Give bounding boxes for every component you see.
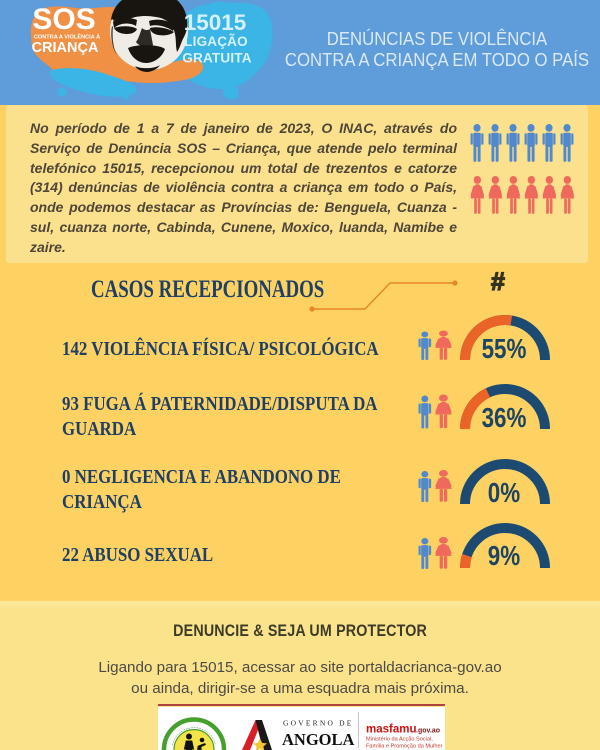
- svg-text:CONTRA A VIOLÊNCIA À: CONTRA A VIOLÊNCIA À: [34, 33, 100, 41]
- svg-text:LIGAÇÃO: LIGAÇÃO: [184, 34, 248, 49]
- svg-text:.gov.ao: .gov.ao: [416, 728, 440, 735]
- svg-text:Ministério da Acção Social,: Ministério da Acção Social,: [366, 737, 433, 743]
- svg-text:GOVERNO DE: GOVERNO DE: [283, 719, 354, 728]
- svg-text:SOS: SOS: [32, 3, 95, 36]
- svg-text:36%: 36%: [482, 403, 527, 434]
- svg-text:Família e Promoção da Mulher: Família e Promoção da Mulher: [366, 744, 443, 750]
- svg-text:55%: 55%: [482, 334, 527, 365]
- svg-text:9%: 9%: [488, 541, 520, 572]
- svg-text:15015: 15015: [184, 10, 247, 35]
- svg-text:ANGOLA: ANGOLA: [282, 730, 355, 749]
- svg-text:CRIANÇA: CRIANÇA: [32, 40, 99, 56]
- svg-text:GRATUITA: GRATUITA: [182, 51, 251, 66]
- svg-text:masfamu: masfamu: [366, 724, 417, 736]
- svg-text:0%: 0%: [488, 478, 520, 509]
